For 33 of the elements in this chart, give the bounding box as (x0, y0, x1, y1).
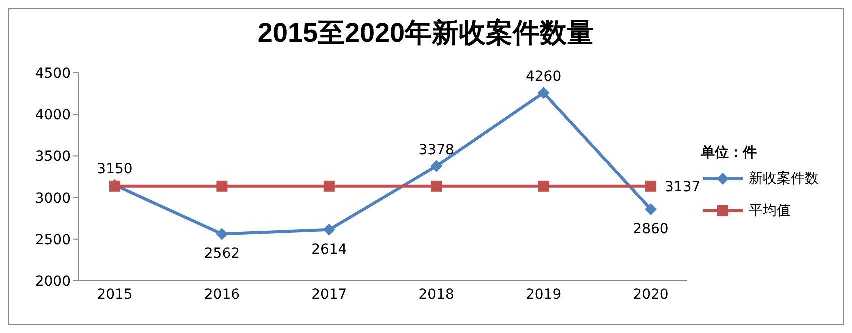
y-tick-label: 3500 (35, 149, 71, 166)
x-tick-label: 2017 (312, 286, 348, 303)
point (431, 180, 442, 192)
data-label: 3150 (97, 161, 133, 178)
point (430, 160, 443, 172)
data-label: 4260 (526, 68, 562, 85)
y-tick-label: 2000 (35, 274, 71, 290)
chart-title: 2015至2020年新收案件数量 (256, 17, 596, 50)
data-label: 3137 (665, 179, 701, 196)
x-tick-label: 2018 (418, 286, 454, 303)
data-label: 2860 (633, 221, 669, 238)
y-tick-label: 3000 (35, 190, 71, 207)
x-tick-label: 2020 (633, 286, 669, 303)
y-tick-label: 2500 (35, 232, 71, 248)
point (216, 180, 228, 192)
x-tick-label: 2015 (97, 286, 133, 303)
point (645, 203, 657, 216)
legend-label: 平均值 (749, 202, 791, 220)
point (323, 224, 336, 236)
point (538, 180, 550, 192)
data-label: 2614 (312, 242, 348, 258)
y-tick-label: 4000 (35, 108, 71, 124)
point (216, 228, 228, 240)
x-tick-label: 2016 (204, 286, 240, 303)
data-label: 3378 (418, 142, 454, 158)
legend-title: 单位：件 (701, 144, 758, 162)
legend-label: 新收案件数 (749, 170, 819, 188)
y-tick-label: 4500 (35, 66, 71, 82)
point (324, 180, 335, 192)
point (646, 180, 656, 192)
point (538, 86, 550, 99)
data-label: 2562 (204, 246, 240, 262)
x-tick-label: 2019 (526, 286, 562, 303)
